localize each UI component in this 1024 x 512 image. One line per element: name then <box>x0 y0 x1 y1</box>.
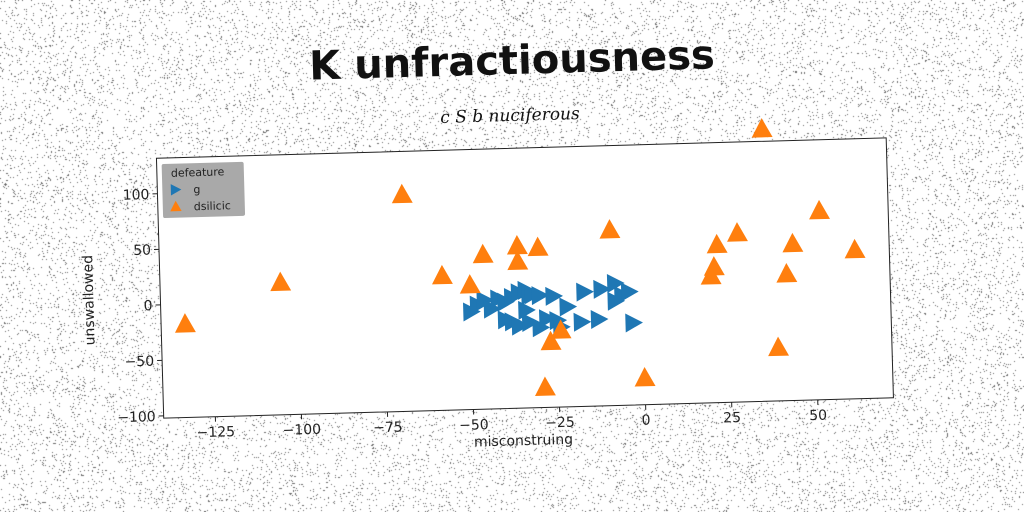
y-axis-label: unswallowed <box>80 255 99 346</box>
y-tick-label: 0 <box>143 298 152 314</box>
x-tick-label: 50 <box>809 408 827 424</box>
legend-label-dsilicic: dsilicic <box>194 199 231 213</box>
x-tick-label: −75 <box>373 419 403 436</box>
legend: defeature g dsilicic <box>162 162 245 218</box>
series-dsilicic-point <box>751 118 772 138</box>
x-tick-label: 25 <box>723 410 741 426</box>
legend-label-g: g <box>193 183 200 196</box>
x-axis-label: misconstruing <box>474 432 573 451</box>
plot-group: −125 −100 −75 −50 −25 0 25 50 −100 −50 0 50 100 misc… <box>77 115 895 462</box>
y-tick-label: 100 <box>123 187 150 204</box>
y-tick-label: −50 <box>124 354 154 371</box>
x-tick-label: −50 <box>459 417 489 434</box>
y-tick-label: −100 <box>117 409 156 426</box>
x-tick-label: −25 <box>545 415 575 432</box>
x-tick-label: −125 <box>196 424 235 441</box>
x-tick-label: −100 <box>282 422 321 439</box>
y-tick-label: 50 <box>133 243 151 259</box>
x-tick-label: 0 <box>641 413 650 429</box>
legend-title: defeature <box>171 165 225 179</box>
